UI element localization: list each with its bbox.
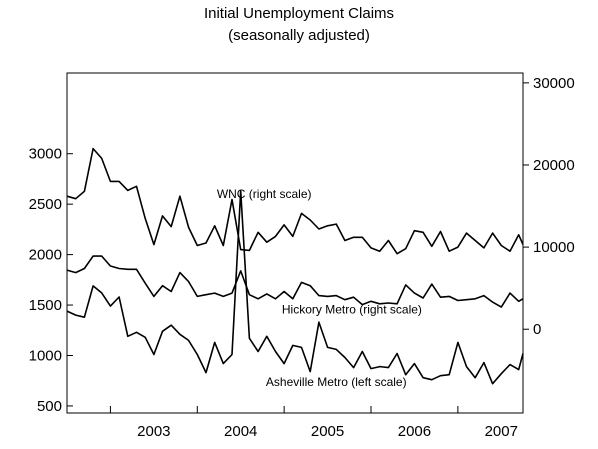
- left-axis-tick-label: 2500: [29, 196, 62, 213]
- x-axis-tick-label: 2004: [224, 423, 257, 440]
- series-line: [66, 190, 524, 385]
- series-label: WNC (right scale): [217, 187, 312, 201]
- x-axis-tick-label: 2003: [137, 423, 170, 440]
- series-line: [66, 147, 524, 255]
- series-label: Hickory Metro (right scale): [282, 303, 422, 317]
- axes: 5001000150020002500300001000020000300002…: [29, 72, 575, 440]
- left-axis-tick-label: 1500: [29, 297, 62, 314]
- left-axis-tick-label: 1000: [29, 347, 62, 364]
- right-axis-tick-label: 20000: [533, 157, 575, 174]
- chart-subtitle: (seasonally adjusted): [228, 27, 370, 44]
- left-axis-tick-label: 2000: [29, 247, 62, 264]
- x-axis-tick-label: 2006: [398, 423, 431, 440]
- x-axis-tick-label: 2005: [311, 423, 344, 440]
- right-axis-tick-label: 10000: [533, 239, 575, 256]
- right-axis-tick-label: 0: [533, 321, 541, 338]
- right-axis-tick-label: 30000: [533, 75, 575, 92]
- series-labels: WNC (right scale) Hickory Metro (right sc…: [217, 187, 422, 389]
- series-label: Asheville Metro (left scale): [266, 375, 407, 389]
- series-line: [66, 255, 524, 308]
- left-axis-tick-label: 500: [37, 398, 62, 415]
- x-axis-tick-label: 2007: [485, 423, 518, 440]
- plot-frame: [66, 72, 524, 414]
- series-lines: [66, 147, 524, 385]
- left-axis-tick-label: 3000: [29, 146, 62, 163]
- chart-title: Initial Unemployment Claims: [203, 5, 395, 22]
